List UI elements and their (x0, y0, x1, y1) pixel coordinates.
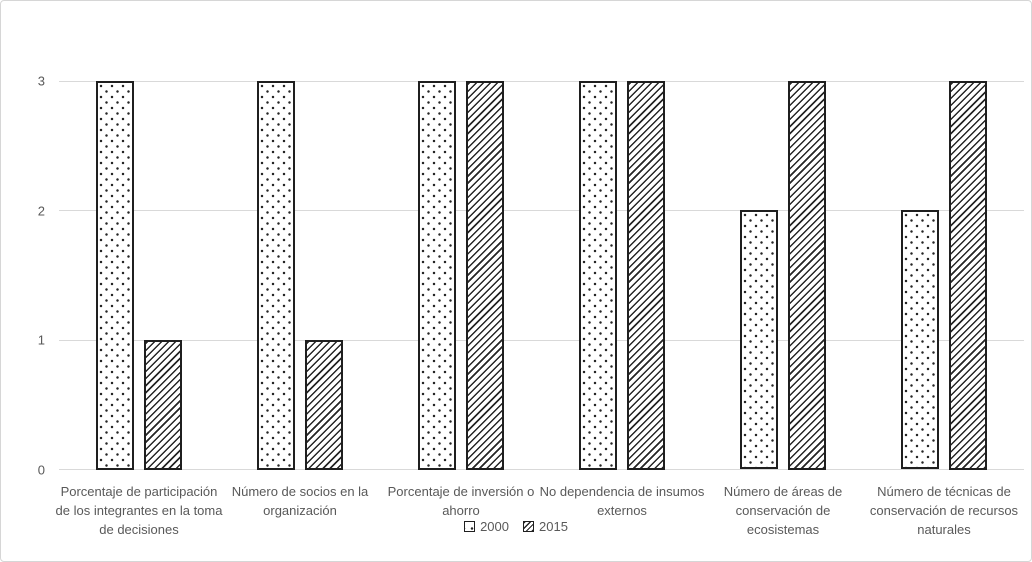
y-tick-label-0: 0 (37, 462, 45, 477)
legend-swatch-hatch-icon (523, 521, 534, 532)
gridline-2 (59, 210, 1024, 211)
bar-2000-category-5 (740, 210, 778, 469)
gridline-0 (59, 469, 1024, 470)
bar-2000-category-3 (418, 81, 456, 470)
y-tick-label-3: 3 (37, 73, 45, 89)
bar-2015-category-5 (788, 81, 826, 470)
gridline-3 (59, 80, 1024, 82)
legend-item-2000: 2000 (464, 520, 509, 533)
category-label-4: No dependencia de insumos externos (539, 484, 705, 518)
bar-2015-category-3 (466, 81, 504, 470)
bar-2000-category-6 (901, 210, 939, 469)
legend-label-2015: 2015 (539, 519, 568, 534)
bar-2015-category-4 (627, 81, 665, 470)
y-tick-label-2: 2 (37, 203, 45, 218)
bar-2000-category-2 (257, 81, 295, 470)
bar-2015-category-1 (144, 340, 182, 470)
category-label-3: Porcentaje de inversión o ahorro (387, 484, 535, 518)
legend-label-2000: 2000 (480, 519, 509, 534)
chart-legend: 2000 2015 (1, 520, 1031, 533)
category-label-2: Número de socios en la organización (231, 484, 369, 518)
gridline-1 (59, 339, 1024, 341)
bar-2000-category-1 (96, 81, 134, 470)
y-tick-label-1: 1 (37, 332, 45, 348)
category-label-1: Porcentaje de participación de los integ… (55, 484, 223, 537)
bar-2015-category-2 (305, 340, 343, 470)
bar-2015-category-6 (949, 81, 987, 470)
bar-2000-category-4 (579, 81, 617, 470)
legend-swatch-dots-icon (464, 521, 476, 532)
category-label-6: Número de técnicas de conservación de re… (869, 484, 1019, 537)
legend-item-2015: 2015 (523, 520, 568, 533)
category-label-5: Número de áreas de conservación de ecosi… (723, 484, 843, 537)
